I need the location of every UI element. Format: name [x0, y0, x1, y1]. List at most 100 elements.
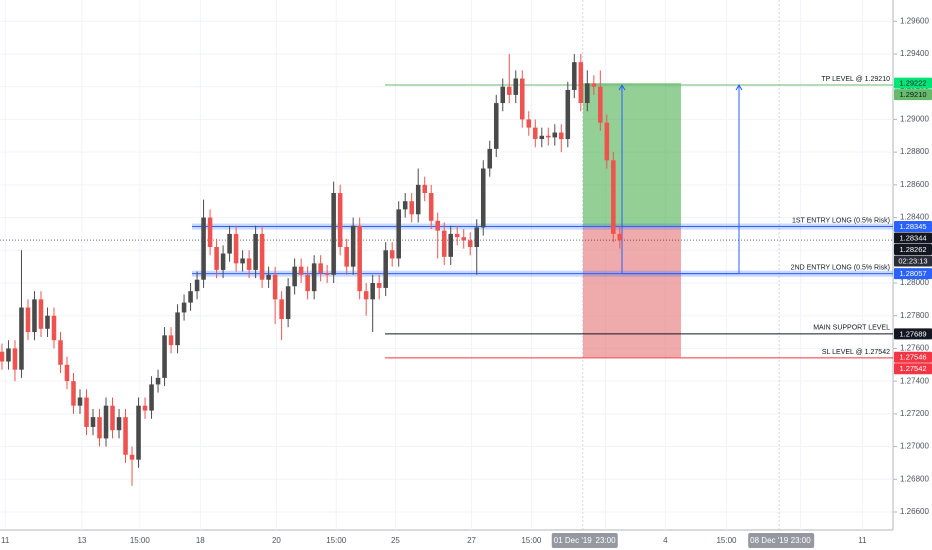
candle-body [422, 184, 427, 194]
candle-body [292, 266, 297, 287]
y-tick-label: 1.29600 [900, 16, 929, 25]
candle-body [572, 62, 577, 90]
candle-body [246, 258, 252, 270]
candle-body [259, 233, 265, 280]
y-tick-label: 1.26600 [900, 507, 929, 516]
candle-body [129, 454, 135, 460]
price-tag: 1.28057 [899, 269, 926, 278]
x-tick-label: 11 [858, 536, 867, 545]
candle-body [344, 247, 349, 267]
candle-body [45, 315, 50, 329]
y-tick-label: 1.27200 [900, 409, 929, 418]
candle-body [253, 233, 258, 270]
y-tick-label: 1.28600 [900, 180, 929, 189]
candle-body [585, 83, 590, 104]
candle-body [383, 250, 388, 288]
candle-body [162, 335, 167, 378]
loss-zone [583, 226, 681, 358]
y-tick-label: 1.27800 [900, 311, 929, 320]
arrow-head [618, 84, 626, 91]
candle-body [500, 86, 506, 104]
candle-body [168, 335, 174, 346]
candle-body [155, 377, 161, 385]
candle-body [0, 351, 5, 362]
price-tag: 1.29222 [899, 79, 926, 88]
candle-body [71, 381, 76, 406]
candle-body [38, 299, 44, 329]
candle-body [467, 240, 473, 248]
candle-body [415, 184, 421, 215]
price-tag: 1.28345 [899, 222, 926, 231]
candle-body [77, 397, 83, 406]
y-tick-label: 1.27600 [900, 344, 929, 353]
candle-body [214, 247, 219, 270]
candle-body [123, 417, 128, 455]
y-tick-label: 1.26800 [900, 474, 929, 483]
price-tag-box [894, 363, 932, 375]
candle-body [552, 132, 558, 138]
candle-body [175, 312, 180, 346]
candle-body [428, 193, 434, 221]
candle-body [513, 78, 519, 95]
candle-body [58, 340, 63, 365]
candle-body [285, 286, 291, 319]
candle-body [487, 148, 493, 169]
candle-body [357, 225, 362, 292]
candle-body [266, 274, 271, 280]
zones-layer [583, 83, 681, 358]
candle-body [12, 348, 18, 370]
y-tick-label: 1.27000 [900, 442, 929, 451]
candle-body [233, 233, 239, 264]
price-tag: 1.28262 [899, 245, 926, 254]
candle-body [51, 315, 57, 341]
candle-body [324, 273, 330, 275]
level-label: MAIN SUPPORT LEVEL [813, 325, 890, 332]
y-tick-label: 1.28000 [900, 278, 929, 287]
candle-body [220, 253, 226, 270]
candle-body [598, 86, 603, 123]
x-tick-label: 15:00 [130, 536, 151, 545]
candle-body [136, 405, 141, 460]
price-tag: 1.28344 [899, 234, 926, 243]
candle-body [611, 160, 616, 234]
price-tag-box [894, 77, 932, 89]
candle-body [461, 237, 467, 241]
level-label: 1ST ENTRY LONG (0.5% Risk) [792, 217, 890, 224]
candle-body [363, 291, 369, 300]
candle-body [240, 258, 245, 264]
candle-body [25, 307, 31, 333]
candle-body [272, 274, 278, 300]
candle-body [448, 233, 454, 257]
candle-body [207, 217, 213, 248]
levels-layer: TP LEVEL @ 1.29210 1ST ENTRY LONG (0.5% R… [0, 76, 893, 359]
candle-body [493, 103, 499, 149]
candle-body [591, 83, 597, 87]
candle-body [559, 132, 564, 140]
profit-zone [583, 83, 681, 227]
candle-body [370, 282, 375, 300]
candle-body [318, 263, 323, 274]
candle-body [298, 266, 304, 275]
candle-body [279, 299, 284, 319]
candle-body [578, 62, 584, 104]
candle-body [84, 397, 89, 427]
candle-body [539, 135, 545, 140]
candle-body [402, 201, 408, 210]
x-tick-label: 23:00 [596, 536, 617, 545]
candle-body [227, 233, 232, 254]
x-tick-label: 13 [77, 536, 86, 545]
x-tick-label: 20 [272, 536, 281, 545]
y-tick-label: 1.28800 [900, 147, 929, 156]
x-tick-label: 15:00 [521, 536, 542, 545]
candle-body [376, 282, 382, 288]
candle-body [32, 299, 37, 333]
x-tick-label: 25 [391, 536, 400, 545]
price-tag: 1.29210 [899, 90, 926, 99]
x-tick-label: 4 [663, 536, 668, 545]
date-marker-label: 08 Dec '19 [750, 536, 789, 545]
candle-body [97, 417, 102, 439]
candle-body [533, 127, 538, 140]
price-tag-box [894, 351, 932, 363]
price-tag-box [894, 244, 932, 256]
price-tag: 1.27546 [899, 353, 926, 362]
